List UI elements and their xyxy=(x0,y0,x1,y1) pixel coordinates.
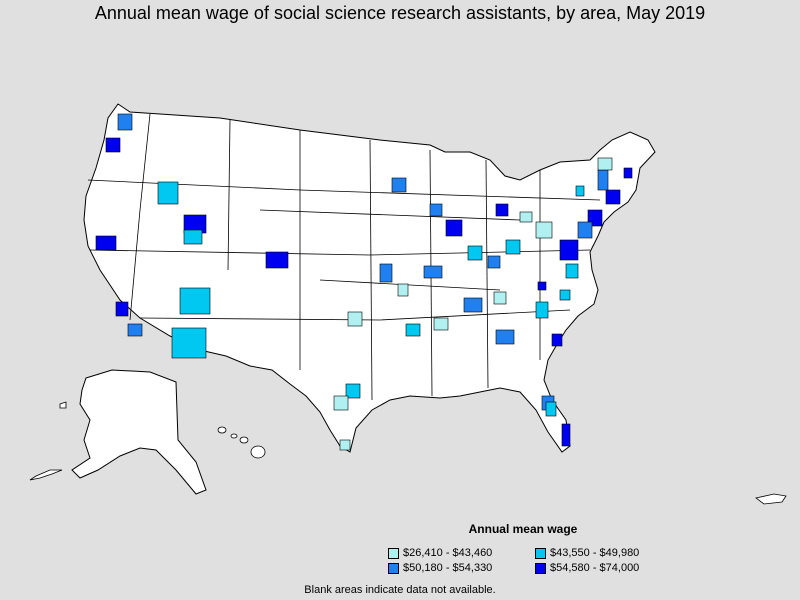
map-title: Annual mean wage of social science resea… xyxy=(94,3,706,23)
legend-label: $26,410 - $43,460 xyxy=(403,547,493,559)
hawaii xyxy=(217,426,266,459)
metro-areas xyxy=(95,113,633,451)
legend-item-1: $26,410 - $43,460 xyxy=(388,546,492,560)
legend-swatch xyxy=(535,547,546,559)
legend-swatch xyxy=(388,562,399,574)
alaska-islands xyxy=(29,401,67,481)
legend-title: Annual mean wage xyxy=(468,522,578,536)
legend-swatch xyxy=(388,547,399,559)
legend-label: $50,180 - $54,330 xyxy=(403,562,493,574)
legend-swatch xyxy=(535,562,546,574)
puerto-rico xyxy=(755,493,787,505)
legend-label: $43,550 - $49,980 xyxy=(550,547,640,559)
legend-item-2: $43,550 - $49,980 xyxy=(535,546,639,560)
legend-label: $54,580 - $74,000 xyxy=(550,562,640,574)
legend-item-3: $50,180 - $54,330 xyxy=(388,561,492,575)
legend-item-4: $54,580 - $74,000 xyxy=(535,561,639,575)
alaska xyxy=(71,369,207,495)
data-availability-note: Blank areas indicate data not available. xyxy=(304,584,496,596)
